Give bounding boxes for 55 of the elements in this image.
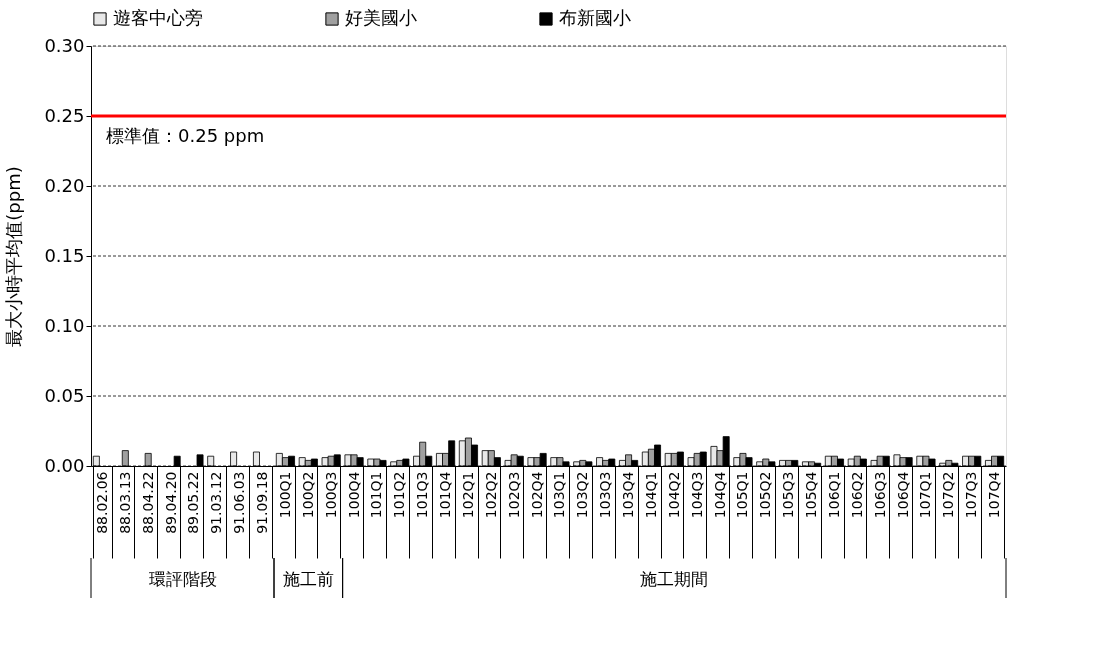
x-tick-label: 100Q1	[276, 471, 293, 519]
x-tick-label: 106Q1	[825, 471, 842, 519]
x-tick-label: 104Q1	[642, 471, 659, 519]
x-tick-label: 88.02.06	[93, 471, 110, 534]
x-tick-label: 102Q1	[459, 471, 476, 519]
x-tick-label: 105Q3	[780, 471, 797, 519]
x-tick-label: 88.04.22	[139, 471, 156, 534]
x-tick-label: 105Q2	[757, 471, 774, 519]
x-tick-label: 103Q1	[551, 471, 568, 519]
x-tick-label: 106Q2	[848, 471, 865, 519]
x-tick-label: 102Q3	[505, 471, 522, 519]
x-tick-label: 89.05.22	[185, 471, 202, 534]
legend-label: 布新國小	[559, 7, 631, 28]
x-tick-label: 104Q4	[711, 471, 728, 519]
y-tick-label: 0.20	[44, 174, 85, 196]
x-tick-label: 101Q2	[391, 471, 408, 519]
x-tick-label: 102Q4	[528, 471, 545, 519]
x-tick-label: 89.04.20	[162, 471, 179, 534]
x-tick-label: 101Q4	[437, 471, 454, 519]
x-tick-label: 100Q4	[345, 471, 362, 519]
x-tick-label: 100Q2	[299, 471, 316, 519]
legend-label: 好美國小	[345, 7, 417, 28]
x-tick-label: 91.03.12	[208, 471, 225, 534]
x-tick-label: 107Q4	[986, 471, 1003, 519]
y-tick-label: 0.15	[44, 244, 85, 266]
ref-line-label: 標準值：0.25 ppm	[106, 125, 265, 146]
x-tick-label: 107Q2	[940, 471, 957, 519]
x-tick-label: 101Q3	[414, 471, 431, 519]
x-tick-label: 102Q2	[482, 471, 499, 519]
x-tick-label: 107Q1	[917, 471, 934, 519]
x-tick-label: 106Q3	[871, 471, 888, 519]
x-tick-label: 105Q4	[803, 471, 820, 519]
x-tick-label: 107Q3	[963, 471, 980, 519]
y-axis-title: 最大小時平均值(ppm)	[3, 166, 25, 347]
x-tick-label: 88.03.13	[116, 471, 133, 534]
legend-label: 遊客中心旁	[113, 7, 203, 28]
y-tick-label: 0.05	[44, 384, 85, 406]
x-tick-label: 103Q3	[597, 471, 614, 519]
x-tick-label: 105Q1	[734, 471, 751, 519]
x-tick-label: 100Q3	[322, 471, 339, 519]
x-tick-label: 106Q4	[894, 471, 911, 519]
y-tick-label: 0.00	[44, 454, 85, 476]
x-tick-label: 104Q2	[665, 471, 682, 519]
y-tick-label: 0.10	[44, 314, 85, 336]
x-tick-label: 91.09.18	[254, 471, 271, 534]
text: 施工前	[282, 569, 334, 589]
x-tick-label: 101Q1	[368, 471, 385, 519]
y-tick-label: 0.30	[44, 34, 85, 56]
text: 施工期間	[640, 569, 709, 589]
y-tick-label: 0.25	[44, 104, 85, 126]
x-tick-label: 91.06.03	[231, 471, 248, 534]
x-tick-label: 103Q2	[574, 471, 591, 519]
text: 環評階段	[148, 569, 217, 589]
x-tick-label: 104Q3	[688, 471, 705, 519]
x-tick-label: 103Q4	[620, 471, 637, 519]
